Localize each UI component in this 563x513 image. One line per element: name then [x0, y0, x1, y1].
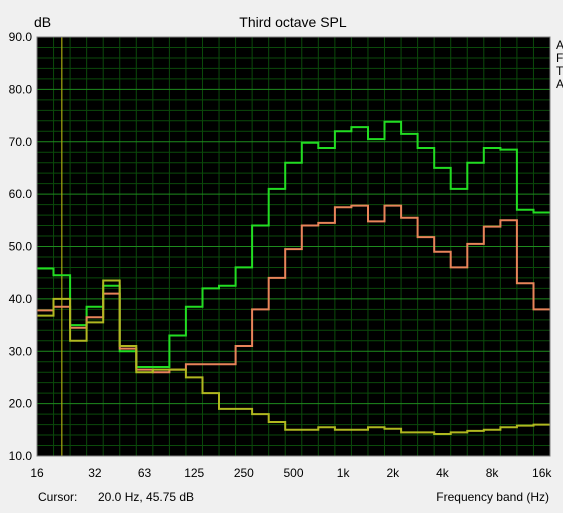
y-tick-label: 30.0 — [9, 344, 33, 358]
cursor-readout: 20.0 Hz, 45.75 dB — [98, 490, 194, 504]
series-line-1 — [37, 120, 550, 368]
x-tick-label: 8k — [486, 466, 500, 480]
y-tick-label: 90.0 — [9, 30, 33, 44]
x-tick-label: 2k — [386, 466, 400, 480]
plot-border — [36, 36, 551, 457]
y-tick-label: 70.0 — [9, 135, 33, 149]
x-tick-label: 500 — [283, 466, 303, 480]
y-axis-unit-label: dB — [34, 14, 51, 30]
y-tick-label: 60.0 — [9, 187, 33, 201]
x-tick-label: 32 — [88, 466, 102, 480]
x-tick-label: 16 — [30, 466, 44, 480]
y-tick-label: 40.0 — [9, 292, 33, 306]
legend-fragment: F — [556, 51, 563, 65]
y-tick-label: 20.0 — [9, 397, 33, 411]
x-tick-label: 4k — [436, 466, 450, 480]
x-tick-label: 125 — [184, 466, 204, 480]
legend-fragment: A — [556, 38, 563, 52]
cursor-label: Cursor: — [38, 490, 77, 504]
x-tick-label: 250 — [234, 466, 254, 480]
x-tick-label: 63 — [138, 466, 152, 480]
x-tick-label: 1k — [337, 466, 351, 480]
legend-fragment: T — [556, 64, 563, 78]
y-tick-label: 80.0 — [9, 82, 33, 96]
y-tick-label: 50.0 — [9, 240, 33, 254]
x-axis-label: Frequency band (Hz) — [436, 490, 549, 504]
y-tick-label: 10.0 — [9, 449, 33, 463]
series-line-3 — [37, 279, 550, 435]
x-tick-label: 16k — [532, 466, 552, 480]
chart-title: Third octave SPL — [239, 14, 347, 30]
legend-fragment: A — [556, 77, 563, 91]
